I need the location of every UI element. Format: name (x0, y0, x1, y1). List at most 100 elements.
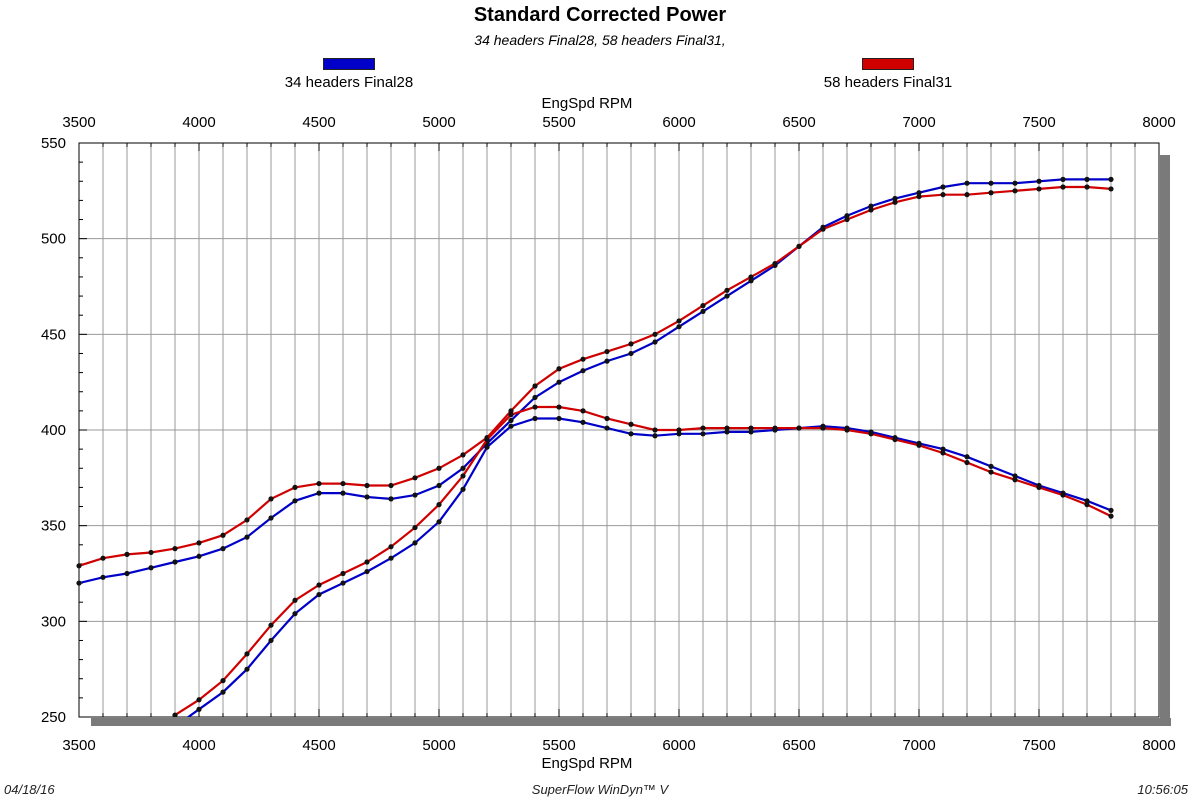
x-tick-label-bottom: 7500 (1022, 737, 1055, 754)
data-point-series-4 (580, 408, 586, 414)
data-point-series-4 (772, 425, 778, 431)
data-point-series-2 (1036, 186, 1042, 192)
data-point-series-2 (604, 348, 610, 355)
data-point-series-4 (484, 436, 490, 443)
data-point-series-1 (892, 195, 898, 202)
x-tick-label-top: 8000 (1142, 114, 1175, 131)
data-point-series-1 (580, 368, 586, 374)
data-point-series-1 (628, 350, 634, 357)
data-point-series-2 (724, 287, 730, 293)
data-point-series-1 (700, 308, 706, 314)
data-point-series-2 (748, 274, 754, 280)
data-point-series-4 (388, 544, 394, 550)
data-point-series-3 (1084, 498, 1090, 504)
data-point-series-2 (124, 551, 130, 557)
data-point-series-3 (508, 423, 514, 429)
data-point-series-1 (916, 190, 922, 196)
data-point-series-2 (652, 331, 658, 337)
data-point-series-1 (388, 496, 394, 502)
data-point-series-1 (196, 553, 202, 559)
data-point-series-4 (196, 697, 202, 703)
series-line-4 (174, 405, 1112, 717)
data-point-series-2 (916, 193, 922, 200)
data-point-series-3 (412, 540, 418, 546)
data-point-series-3 (628, 431, 634, 437)
x-tick-label-bottom: 6000 (662, 737, 695, 754)
data-point-series-1 (292, 498, 298, 504)
legend-item-series-1: 34 headers Final28 (239, 58, 459, 91)
data-point-series-1 (100, 574, 106, 580)
data-point-series-4 (628, 421, 634, 427)
data-point-series-2 (1084, 184, 1090, 190)
data-point-series-2 (388, 482, 394, 489)
data-point-series-1 (604, 358, 610, 364)
x-tick-label-top: 5500 (542, 114, 575, 131)
footer-software: SuperFlow WinDyn™ V (531, 782, 669, 797)
data-point-series-2 (76, 563, 82, 569)
series-line-1 (79, 178, 1111, 585)
data-point-series-4 (604, 415, 610, 422)
data-point-series-4 (916, 442, 922, 448)
data-point-series-4 (868, 431, 874, 437)
data-point-series-1 (244, 534, 250, 540)
data-point-series-4 (412, 524, 418, 531)
x-tick-label-top: 6000 (662, 114, 695, 131)
legend-item-series-2: 58 headers Final31 (778, 58, 998, 91)
data-point-series-4 (436, 502, 442, 508)
data-point-series-2 (820, 226, 826, 232)
data-point-series-1 (172, 559, 178, 565)
data-point-series-1 (532, 394, 538, 401)
x-axis-title-top: EngSpd RPM (542, 95, 633, 112)
data-point-series-1 (1036, 178, 1042, 184)
y-tick-label: 550 (41, 135, 66, 152)
x-tick-label-bottom: 5500 (542, 737, 575, 754)
data-point-series-3 (964, 454, 970, 460)
x-tick-label-bottom: 3500 (62, 737, 95, 754)
data-point-series-2 (796, 243, 802, 249)
data-point-series-3 (724, 429, 730, 435)
data-point-series-1 (676, 324, 682, 330)
legend-swatch-series-2 (862, 58, 914, 70)
data-point-series-1 (1084, 176, 1090, 182)
data-point-series-1 (364, 494, 370, 500)
data-point-series-1 (412, 492, 418, 498)
data-point-series-2 (868, 207, 874, 213)
data-point-series-2 (220, 532, 226, 538)
data-point-series-1 (724, 293, 730, 299)
data-point-series-2 (676, 318, 682, 324)
data-point-series-2 (268, 496, 274, 502)
data-point-series-1 (1060, 176, 1066, 182)
data-point-series-3 (340, 580, 346, 586)
data-point-series-4 (1060, 492, 1066, 498)
x-tick-label-top: 6500 (782, 114, 815, 131)
data-point-series-3 (436, 519, 442, 525)
data-point-series-1 (940, 184, 946, 190)
data-point-series-2 (988, 190, 994, 196)
y-tick-label: 350 (41, 518, 66, 535)
data-point-series-1 (340, 490, 346, 496)
data-point-series-2 (556, 366, 562, 372)
data-point-series-4 (244, 651, 250, 657)
data-point-series-2 (964, 192, 970, 198)
x-tick-label-top: 7500 (1022, 114, 1055, 131)
data-point-series-2 (772, 260, 778, 267)
data-point-series-4 (940, 450, 946, 456)
data-point-series-2 (940, 192, 946, 198)
data-point-series-2 (1012, 188, 1018, 194)
data-point-series-3 (988, 463, 994, 469)
data-point-series-2 (580, 356, 586, 362)
x-tick-label-bottom: 5000 (422, 737, 455, 754)
footer-date: 04/18/16 (4, 782, 55, 797)
data-point-series-2 (700, 303, 706, 309)
data-point-series-2 (844, 216, 850, 223)
y-tick-label: 500 (41, 231, 66, 248)
data-point-series-4 (700, 425, 706, 431)
x-tick-label-bottom: 6500 (782, 737, 815, 754)
x-tick-label-top: 4000 (182, 114, 215, 131)
data-point-series-4 (508, 412, 514, 418)
data-point-series-1 (652, 339, 658, 345)
legend-label-series-1: 34 headers Final28 (284, 74, 414, 91)
legend-swatch-series-1 (323, 58, 375, 70)
data-point-series-2 (460, 452, 466, 458)
